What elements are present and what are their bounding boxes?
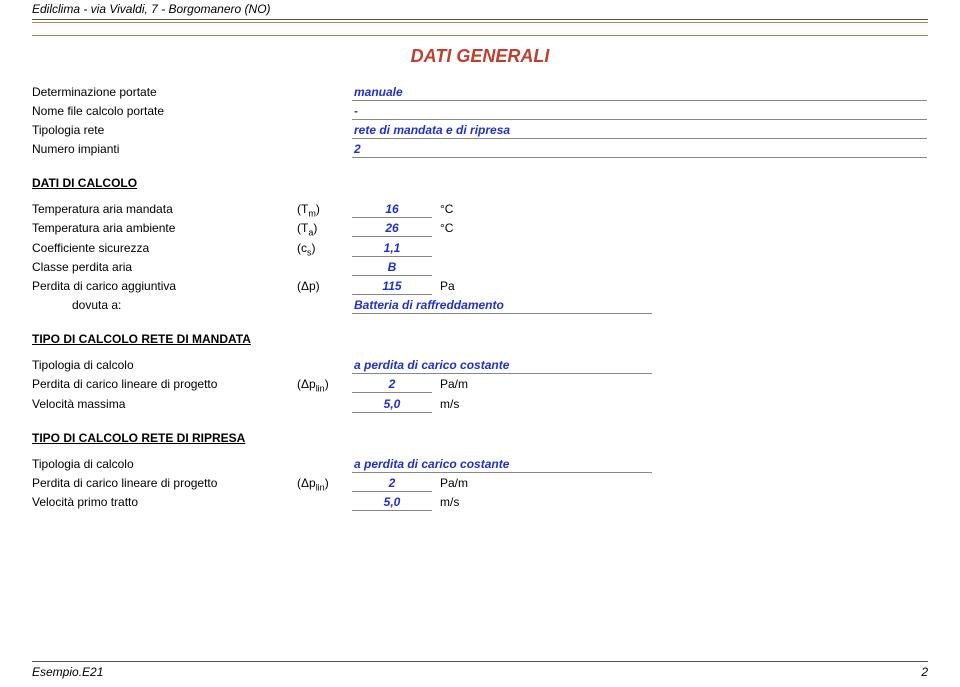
unit: Pa/m <box>432 476 468 490</box>
label: Perdita di carico aggiuntiva <box>32 279 297 293</box>
label: Tipologia rete <box>32 123 297 137</box>
header-rule <box>32 19 928 20</box>
label: Nome file calcolo portate <box>32 104 297 118</box>
row-ripresa-tipologia: Tipologia di calcolo a perdita di carico… <box>32 457 928 473</box>
value: 115 <box>352 279 432 295</box>
row-calc: Temperatura aria ambiente (Ta) 26 °C <box>32 221 928 237</box>
row-ripresa-vel: Velocità primo tratto 5,0 m/s <box>32 495 928 511</box>
row-calc: Temperatura aria mandata (Tm) 16 °C <box>32 202 928 218</box>
unit: m/s <box>432 495 459 509</box>
row-mandata-perdita: Perdita di carico lineare di progetto (Δ… <box>32 377 928 393</box>
label: Classe perdita aria <box>32 260 297 274</box>
row-calc: Coefficiente sicurezza (cs) 1,1 <box>32 241 928 257</box>
section-general: Determinazione portate manuale Nome file… <box>32 85 928 158</box>
label: Temperatura aria ambiente <box>32 221 297 235</box>
unit: °C <box>432 221 453 235</box>
value: a perdita di carico costante <box>352 358 652 374</box>
row-ripresa-perdita: Perdita di carico lineare di progetto (Δ… <box>32 476 928 492</box>
label: Numero impianti <box>32 142 297 156</box>
label: Determinazione portate <box>32 85 297 99</box>
value-dovuta: Batteria di raffreddamento <box>352 298 652 314</box>
unit: Pa/m <box>432 377 468 391</box>
value: 26 <box>352 221 432 237</box>
label: Velocità massima <box>32 397 297 411</box>
sym: (Δp) <box>297 279 352 293</box>
row-calc: Perdita di carico aggiuntiva (Δp) 115 Pa <box>32 279 928 295</box>
sym: (cs) <box>297 241 352 257</box>
footer-filename: Esempio.E21 <box>32 665 103 679</box>
sym: (Ta) <box>297 221 352 237</box>
value: 2 <box>352 377 432 393</box>
row-general: Tipologia rete rete di mandata e di ripr… <box>32 123 928 139</box>
label: Tipologia di calcolo <box>32 457 297 471</box>
footer-pagenum: 2 <box>921 665 928 679</box>
value: 5,0 <box>352 495 432 511</box>
value: - <box>352 104 927 120</box>
footer-rule <box>32 661 928 662</box>
section-ripresa: TIPO DI CALCOLO RETE DI RIPRESA Tipologi… <box>32 431 928 511</box>
label: Velocità primo tratto <box>32 495 297 509</box>
section-head-ripresa: TIPO DI CALCOLO RETE DI RIPRESA <box>32 431 928 445</box>
value: 1,1 <box>352 241 432 257</box>
sym: (Tm) <box>297 202 352 218</box>
row-general: Determinazione portate manuale <box>32 85 928 101</box>
section-mandata: TIPO DI CALCOLO RETE DI MANDATA Tipologi… <box>32 332 928 412</box>
row-dovuta: dovuta a: Batteria di raffreddamento <box>32 298 928 314</box>
label: Temperatura aria mandata <box>32 202 297 216</box>
label: Tipologia di calcolo <box>32 358 297 372</box>
value: manuale <box>352 85 927 101</box>
value: 16 <box>352 202 432 218</box>
label: Coefficiente sicurezza <box>32 241 297 255</box>
page-footer: Esempio.E21 2 <box>32 661 928 679</box>
section-head-mandata: TIPO DI CALCOLO RETE DI MANDATA <box>32 332 928 346</box>
section-head-calcolo: DATI DI CALCOLO <box>32 176 928 190</box>
sym: (Δplin) <box>297 377 352 393</box>
header-band <box>32 22 928 36</box>
unit: °C <box>432 202 453 216</box>
section-calcolo: DATI DI CALCOLO Temperatura aria mandata… <box>32 176 928 314</box>
row-general: Numero impianti 2 <box>32 142 928 158</box>
value: 2 <box>352 476 432 492</box>
unit: m/s <box>432 397 459 411</box>
value: 5,0 <box>352 397 432 413</box>
row-mandata-tipologia: Tipologia di calcolo a perdita di carico… <box>32 358 928 374</box>
sym: (Δplin) <box>297 476 352 492</box>
value: a perdita di carico costante <box>352 457 652 473</box>
unit: Pa <box>432 279 455 293</box>
row-mandata-vel: Velocità massima 5,0 m/s <box>32 397 928 413</box>
page-title: DATI GENERALI <box>32 46 928 67</box>
row-calc: Classe perdita aria B <box>32 260 928 276</box>
value: rete di mandata e di ripresa <box>352 123 927 139</box>
value: 2 <box>352 142 927 158</box>
label: Perdita di carico lineare di progetto <box>32 476 297 490</box>
row-general: Nome file calcolo portate - <box>32 104 928 120</box>
label-dovuta: dovuta a: <box>32 298 297 312</box>
header-company: Edilclima - via Vivaldi, 7 - Borgomanero… <box>32 0 928 19</box>
value: B <box>352 260 432 276</box>
label: Perdita di carico lineare di progetto <box>32 377 297 391</box>
